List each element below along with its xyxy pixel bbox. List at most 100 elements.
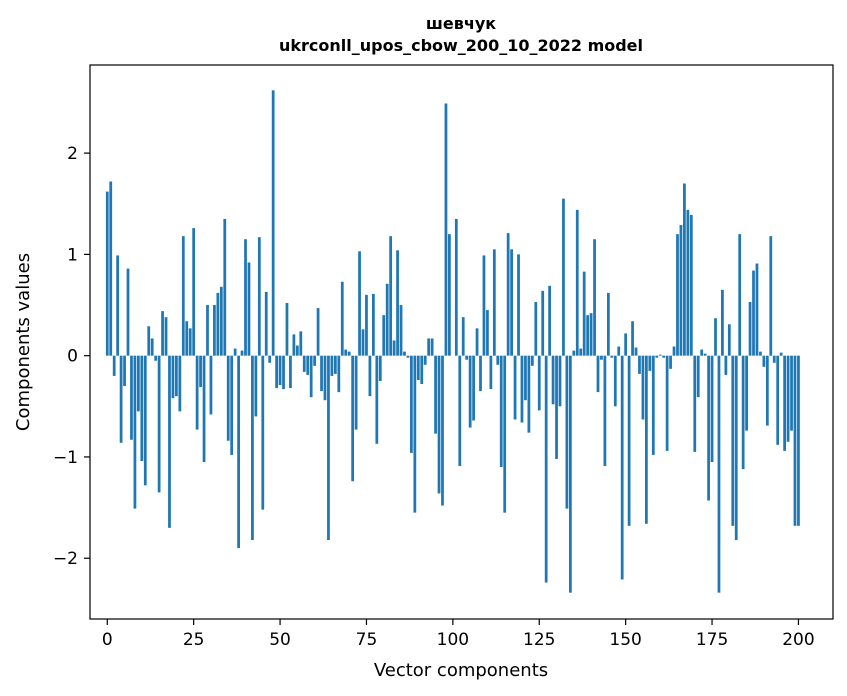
bar <box>320 355 323 392</box>
bar <box>420 355 424 385</box>
chart-title-line-1: шевчук <box>426 14 496 33</box>
bar <box>669 355 672 369</box>
bar <box>157 355 161 493</box>
y-tick-label: 1 <box>67 245 78 265</box>
x-tick-label: 50 <box>269 630 291 650</box>
bar <box>696 355 700 398</box>
bar <box>178 355 182 412</box>
bar <box>195 355 199 430</box>
x-tick-label: 25 <box>183 630 205 650</box>
bar <box>610 355 614 358</box>
y-ticks: −2 −1 0 1 2 <box>53 144 90 569</box>
bar <box>783 355 786 451</box>
bar <box>797 355 800 526</box>
bar <box>371 293 375 356</box>
bar <box>465 355 469 360</box>
x-axis-label: Vector components <box>374 660 548 681</box>
bar <box>717 355 721 593</box>
bar <box>482 255 486 356</box>
bar <box>707 355 710 501</box>
bar <box>752 270 755 356</box>
bar <box>700 349 704 356</box>
bar <box>613 355 617 407</box>
bar <box>759 351 762 356</box>
bar <box>213 305 216 356</box>
bar <box>154 355 158 361</box>
bar <box>544 355 548 583</box>
bar <box>309 355 313 398</box>
bar <box>223 218 227 356</box>
bar <box>399 305 403 356</box>
bar <box>441 355 444 506</box>
bar <box>638 355 641 374</box>
bar <box>333 355 337 374</box>
bar <box>714 318 717 356</box>
bar <box>375 355 379 444</box>
bar <box>427 338 431 356</box>
bar <box>299 331 303 356</box>
bar <box>347 351 351 356</box>
bar <box>738 234 742 356</box>
bar <box>572 350 576 356</box>
bar <box>403 351 406 356</box>
bar <box>209 355 213 415</box>
bar <box>617 346 621 356</box>
bar <box>786 355 790 442</box>
bar <box>216 292 220 356</box>
bar <box>524 355 527 401</box>
bar <box>489 355 493 390</box>
bar <box>683 183 686 356</box>
bar <box>676 234 679 356</box>
bar <box>479 355 482 392</box>
bar <box>634 347 638 356</box>
bar <box>130 355 133 440</box>
bar <box>116 255 120 356</box>
bar <box>679 225 683 356</box>
bar <box>150 338 154 356</box>
bar <box>413 355 417 513</box>
bar <box>244 239 247 356</box>
bar <box>351 355 355 482</box>
bar <box>631 321 634 356</box>
bar <box>392 340 396 356</box>
bar <box>665 355 669 451</box>
bar <box>416 355 420 380</box>
bar <box>382 315 386 356</box>
bar <box>662 355 666 358</box>
bar <box>710 355 714 463</box>
bar <box>468 355 472 428</box>
bar <box>365 294 368 356</box>
bar <box>361 329 365 356</box>
bar <box>520 355 524 423</box>
bar <box>161 311 164 356</box>
bar <box>282 355 285 390</box>
bar <box>624 333 628 356</box>
x-tick-label: 125 <box>523 630 555 650</box>
bar <box>793 355 797 526</box>
bar <box>689 214 693 356</box>
bar <box>123 355 126 387</box>
bar <box>410 355 413 453</box>
bar <box>126 268 130 356</box>
bar <box>199 355 202 388</box>
bar <box>105 191 109 356</box>
bar <box>230 355 234 455</box>
bar <box>745 355 748 431</box>
bar <box>555 355 558 459</box>
bar <box>437 355 441 494</box>
x-tick-label: 175 <box>696 630 728 650</box>
bar <box>306 355 310 375</box>
bar <box>344 349 348 356</box>
bar <box>741 355 745 470</box>
bar <box>772 355 776 363</box>
bar <box>385 283 389 356</box>
x-tick-label: 150 <box>609 630 641 650</box>
bar <box>586 315 590 356</box>
bar <box>672 346 676 356</box>
bar <box>568 355 572 593</box>
bar <box>755 263 759 356</box>
bar <box>219 286 223 356</box>
bar <box>620 355 624 580</box>
bar <box>206 305 209 356</box>
